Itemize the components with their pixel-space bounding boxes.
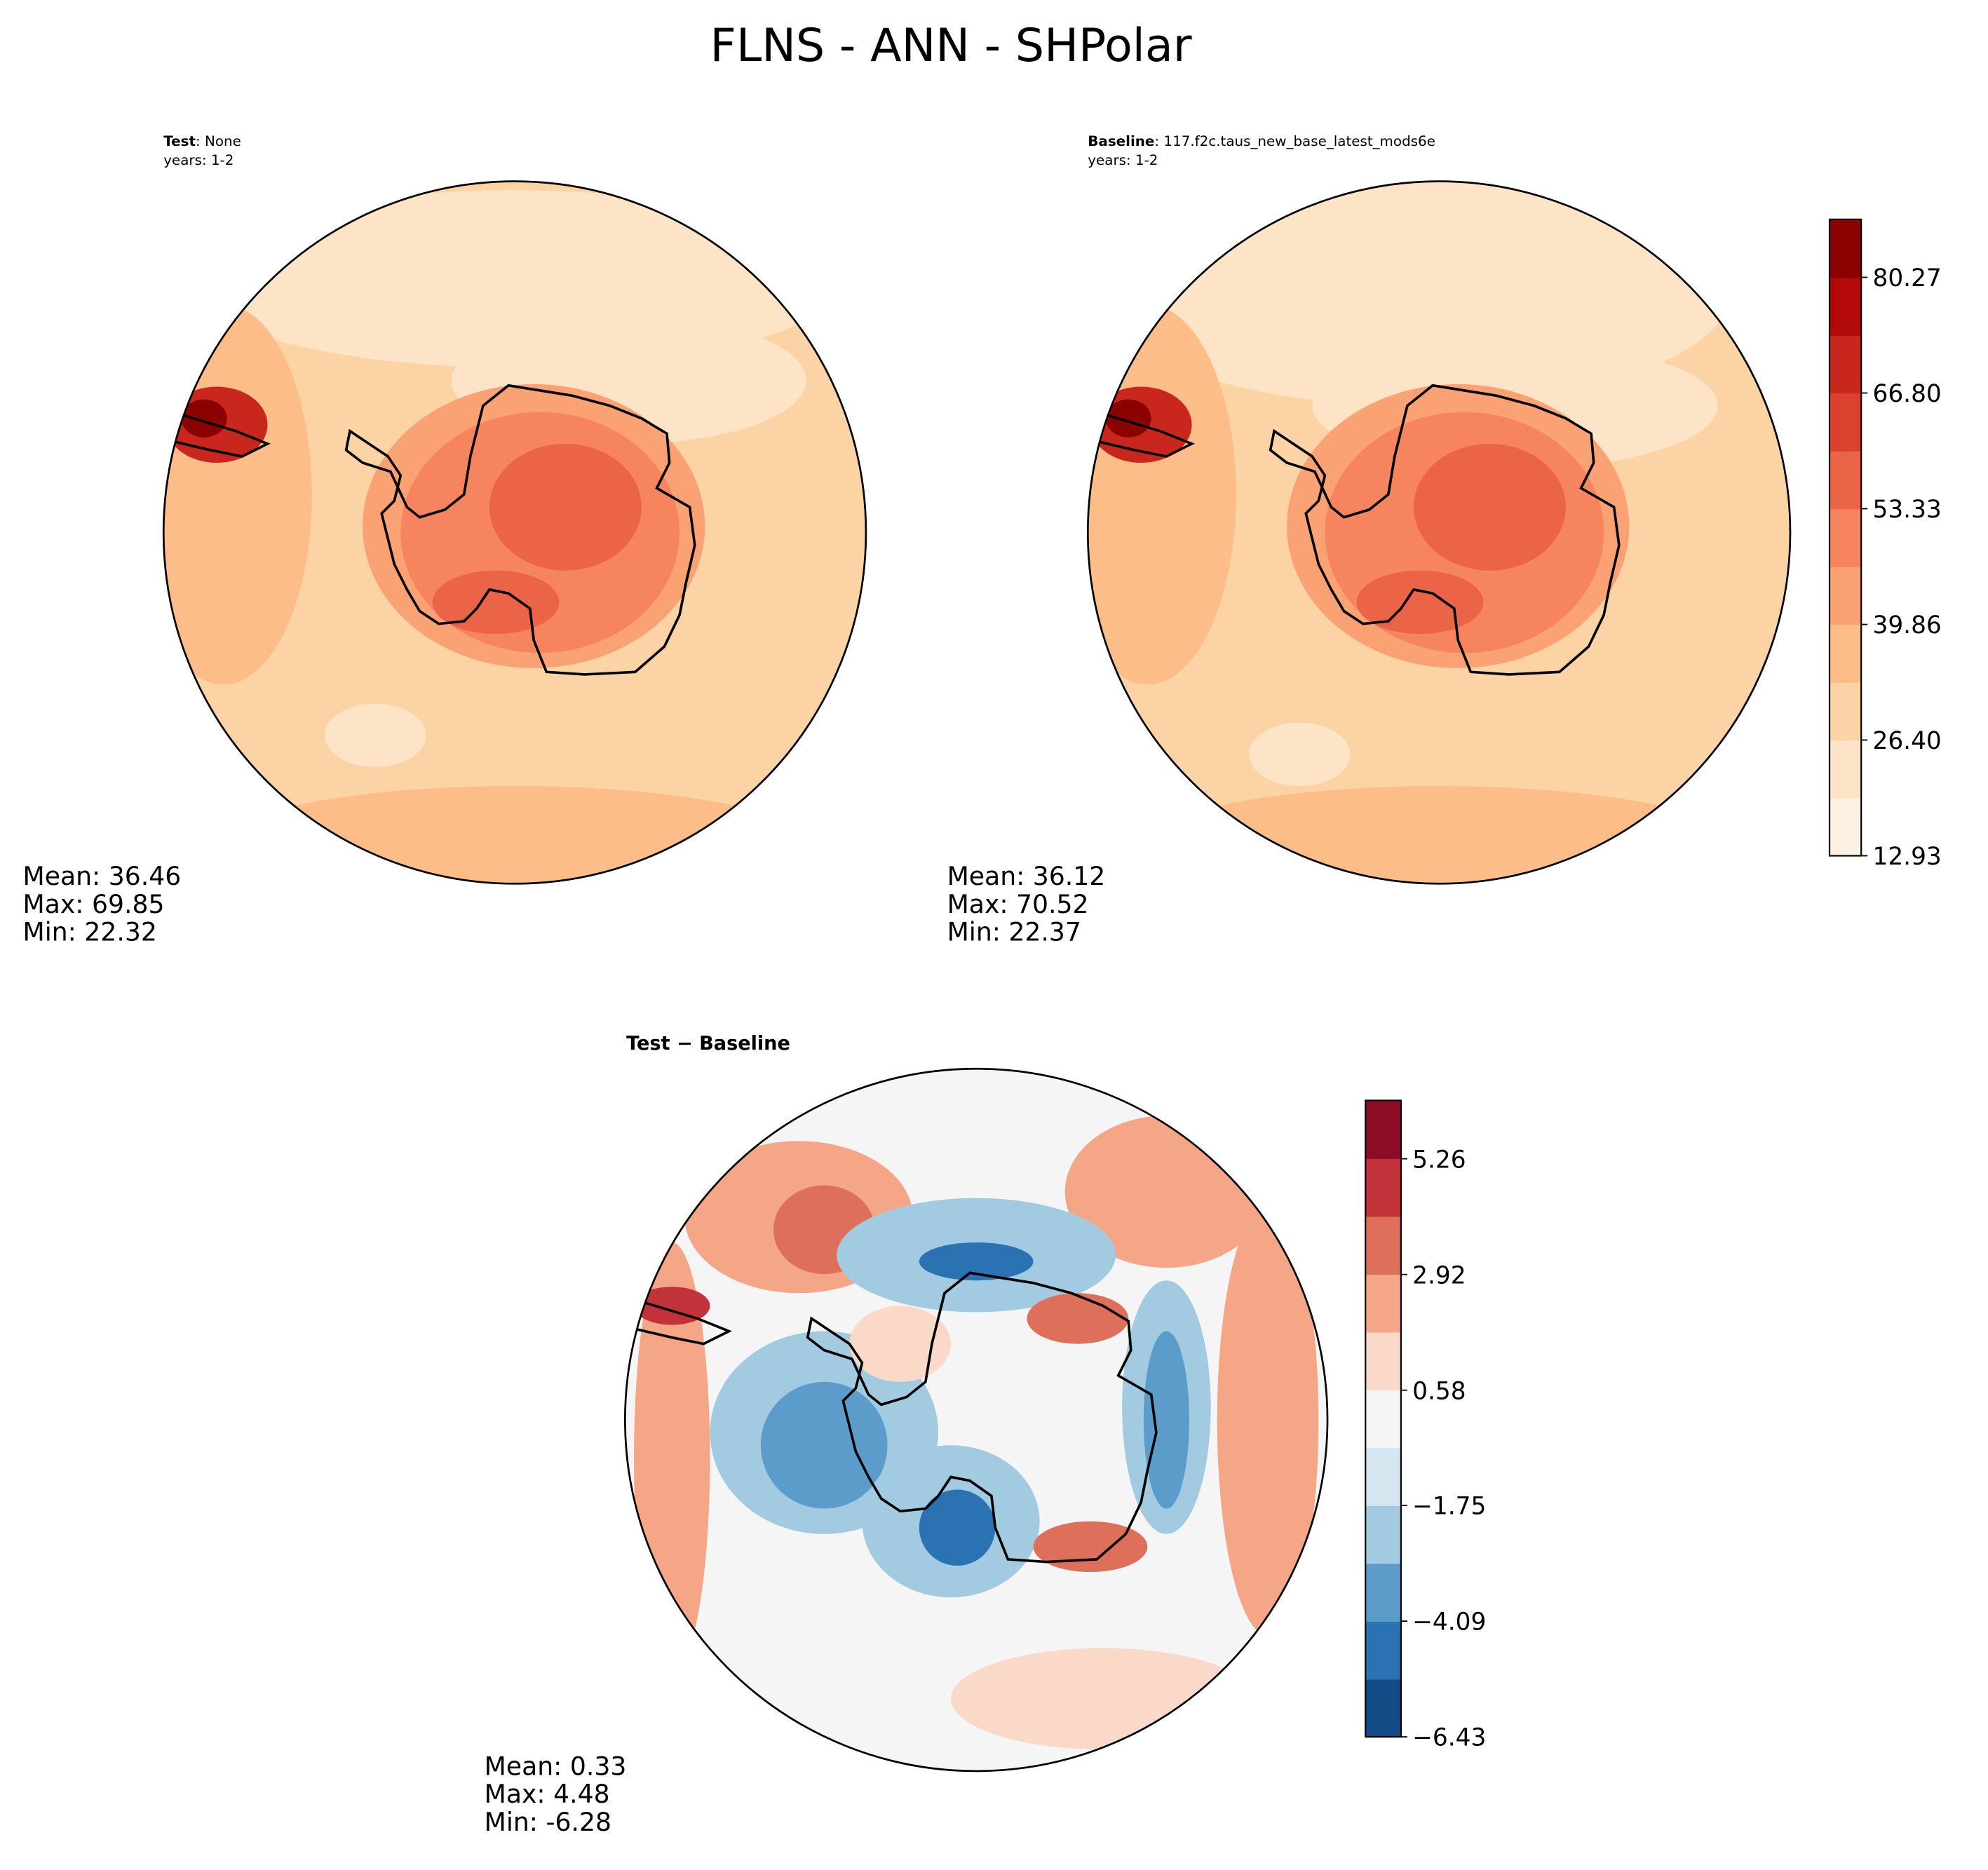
contour-region [1248,722,1351,787]
contour-region [1217,1204,1319,1636]
map-boundary [1086,180,1792,885]
colorbar-frame [1365,1099,1402,1738]
colorbar-tick-label: 66.80 [1872,380,1941,408]
colorbar-tick-label: −6.43 [1412,1724,1486,1752]
stat-line: Min: 22.32 [23,917,157,947]
stat-line: Max: 70.52 [947,889,1089,919]
colorbar-tick-label: 0.58 [1412,1377,1466,1405]
stat-line: Mean: 36.46 [23,861,182,891]
panel-name: Baseline [1088,133,1154,149]
panel-detail: : 117.f2c.taus_new_base_latest_mods6e [1154,133,1435,149]
contour-region [1027,1293,1129,1344]
coastline [1096,410,1195,458]
map [1088,181,1790,884]
contour-region [1356,570,1484,635]
panel-title: Test − Baseline [626,1033,790,1055]
colorbar-band [1829,450,1862,510]
coastline [806,1271,1158,1564]
contour-region [1105,399,1151,438]
colorbar-frame [1828,218,1862,857]
panel-detail: : None [196,133,241,149]
coastline [1269,384,1621,676]
colorbar-tick-label: −1.75 [1412,1493,1486,1521]
colorbar-band [1829,277,1862,336]
stat-line: Min: 22.37 [947,917,1081,947]
colorbar-tick-label: 53.33 [1872,496,1941,524]
contour-region [1088,304,1236,685]
colorbar-band [1365,1332,1401,1390]
colorbar-band [1365,1390,1401,1449]
colorbar-band [1829,566,1862,625]
colorbar-band [1829,334,1862,394]
panel-years: years: 1-2 [1088,152,1158,168]
contour-region [1413,443,1566,571]
colorbar-tick-label: 80.27 [1872,264,1941,292]
colorbar-band [1365,1273,1401,1333]
colorbar-band [1829,508,1862,567]
stat-line: Mean: 36.12 [947,861,1106,891]
contour-region [1135,786,1744,884]
coastline [172,410,271,458]
colorbar-tick-label: 39.86 [1872,611,1941,639]
contour-region [849,1306,952,1382]
colorbar-band [1829,219,1862,278]
colorbar-band [1829,624,1862,683]
colorbar-band [1365,1679,1401,1737]
panel-title: Baseline: 117.f2c.taus_new_base_latest_m… [1088,133,1435,149]
map [625,1069,1328,1771]
colorbar-tick-label: −4.09 [1412,1608,1486,1637]
contour-region [181,399,227,438]
panel-years: years: 1-2 [163,152,234,168]
map [163,181,866,884]
stat-line: Max: 69.85 [23,889,165,919]
contour-region [489,443,642,571]
contour-region [210,786,819,884]
colorbar-band [1365,1158,1401,1217]
colorbar-band [1829,682,1862,741]
panel-title: Test: None [163,133,241,149]
contour-region [919,1489,996,1566]
colorbar-band [1829,393,1862,452]
contour-region [919,1242,1034,1281]
coastline [633,1298,733,1346]
colorbar-tick-label: 12.93 [1872,843,1941,871]
contour-region [1033,1521,1148,1573]
colorbar-band [1365,1100,1401,1159]
contour-region [760,1381,888,1509]
colorbar-tick-label: 26.40 [1872,727,1941,755]
colorbar-tick-label: 2.92 [1412,1261,1466,1289]
colorbar-band [1365,1447,1401,1506]
contour-region [951,1648,1255,1750]
stat-line: Max: 4.48 [485,1779,610,1809]
colorbar-band [1365,1505,1401,1564]
colorbar-band [1365,1621,1401,1680]
colorbar-tick-label: 5.26 [1412,1146,1466,1174]
map-boundary [162,180,867,885]
panel-name: Test [163,133,196,149]
figure-title: FLNS - ANN - SHPolar [710,20,1192,72]
stat-line: Min: -6.28 [485,1807,611,1837]
contour-region [1143,1331,1189,1509]
stat-line: Mean: 0.33 [485,1751,627,1781]
contour-region [432,570,560,635]
contour-region [324,703,426,767]
contour-region [163,304,312,685]
colorbar-band [1365,1563,1401,1622]
colorbar-band [1829,740,1862,799]
colorbar-band [1829,797,1862,857]
map-boundary [624,1067,1329,1773]
coastline [344,384,696,676]
colorbar-band [1365,1216,1401,1275]
